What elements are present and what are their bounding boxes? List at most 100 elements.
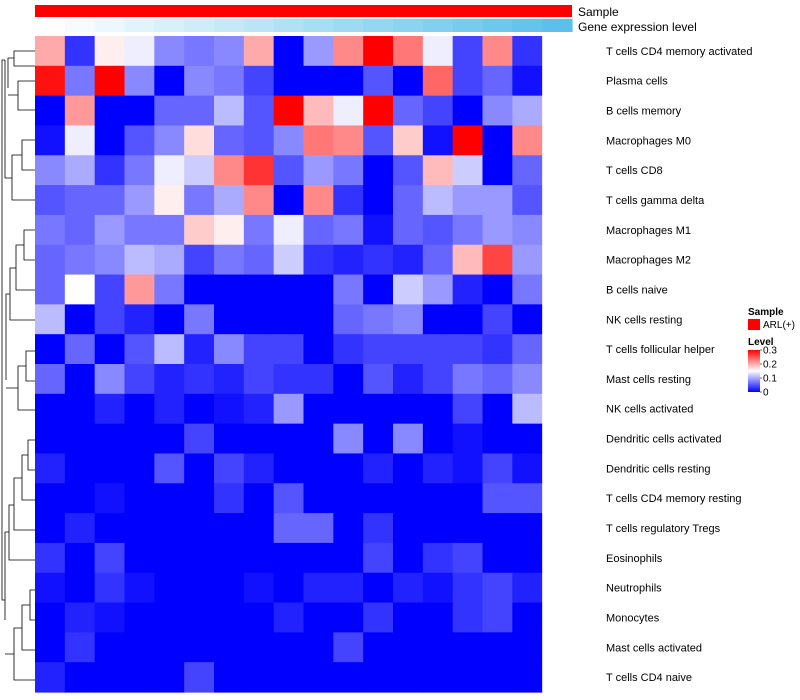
heatmap-cell	[124, 65, 155, 97]
heatmap-cell	[273, 513, 305, 544]
heatmap-cell	[124, 453, 155, 484]
heatmap-cell	[94, 483, 126, 514]
heatmap-cell	[94, 125, 126, 156]
heatmap-cell	[363, 542, 394, 574]
heatmap-cell	[64, 483, 96, 514]
heatmap-cell	[94, 185, 126, 216]
heatmap-cell	[35, 185, 66, 216]
heatmap-cell	[542, 244, 573, 276]
row-label: T cells follicular helper	[606, 344, 715, 356]
heatmap-cell	[243, 602, 275, 633]
heatmap-cell	[214, 423, 245, 455]
heatmap-cell	[482, 334, 513, 365]
heatmap-cell	[422, 423, 454, 455]
heatmap-cell	[184, 304, 215, 335]
heatmap-cell	[482, 244, 513, 276]
heatmap-cell	[124, 125, 155, 156]
heatmap-cell	[124, 214, 155, 246]
heatmap-cell	[482, 304, 513, 335]
heatmap-cell	[333, 453, 364, 484]
heatmap-cell	[35, 244, 66, 276]
heatmap-cell	[303, 453, 334, 484]
heatmap-cell	[542, 155, 573, 186]
heatmap-cell	[214, 393, 245, 425]
heatmap-cell	[154, 125, 185, 156]
heatmap-cell	[214, 453, 245, 484]
heatmap-cell	[422, 632, 454, 663]
gene-expression-annotation-cell	[542, 19, 573, 32]
heatmap-cell	[482, 483, 513, 514]
heatmap-cell	[273, 572, 305, 604]
heatmap-cell	[363, 364, 394, 395]
heatmap-cell	[303, 185, 334, 216]
heatmap-cell	[393, 214, 424, 246]
heatmap-cell	[214, 304, 245, 335]
heatmap-cell	[363, 632, 394, 663]
heatmap-cell	[214, 65, 245, 97]
heatmap-cell	[422, 334, 454, 365]
heatmap-cell	[542, 65, 573, 97]
heatmap-cell	[273, 304, 305, 335]
heatmap-cell	[363, 453, 394, 484]
heatmap-cell	[64, 602, 96, 633]
heatmap-cell	[452, 393, 484, 425]
heatmap-cell	[512, 304, 543, 335]
heatmap-cell	[154, 662, 185, 693]
heatmap-cell	[273, 185, 305, 216]
heatmap-cell	[124, 542, 155, 574]
heatmap-cell	[482, 602, 513, 633]
heatmap-cell	[64, 65, 96, 97]
heatmap-cell	[184, 542, 215, 574]
heatmap-cell	[422, 542, 454, 574]
heatmap-cell	[184, 602, 215, 633]
heatmap-cell	[243, 304, 275, 335]
heatmap-cell	[303, 572, 334, 604]
heatmap-cell	[35, 65, 66, 97]
heatmap-cell	[35, 453, 66, 484]
legend-level-tick-label: 0	[763, 388, 769, 399]
heatmap-cell	[333, 274, 364, 305]
heatmap-cell	[273, 393, 305, 425]
heatmap-cell	[64, 155, 96, 186]
heatmap-cell	[154, 364, 185, 395]
heatmap-cell	[154, 632, 185, 663]
gene-expression-annotation-cell	[422, 19, 454, 32]
heatmap-cell	[64, 244, 96, 276]
heatmap-cell	[64, 95, 96, 127]
heatmap-cell	[243, 244, 275, 276]
heatmap-cell	[124, 423, 155, 455]
heatmap-cell	[303, 602, 334, 633]
heatmap-cell	[273, 36, 305, 67]
heatmap-cell	[482, 662, 513, 693]
heatmap-cell	[273, 542, 305, 574]
heatmap-cell	[214, 542, 245, 574]
heatmap-cell	[184, 125, 215, 156]
legend: Sample ARL(+) Level 0.3 0.2 0.1 0	[748, 307, 795, 399]
heatmap-cell	[243, 274, 275, 305]
heatmap-cell	[363, 95, 394, 127]
heatmap-cell	[243, 65, 275, 97]
heatmap-cell	[512, 542, 543, 574]
gene-expression-annotation-cell	[393, 19, 424, 32]
heatmap-cell	[94, 364, 126, 395]
heatmap-cell	[243, 125, 275, 156]
heatmap-cell	[333, 662, 364, 693]
heatmap-cell	[243, 662, 275, 693]
heatmap-cell	[363, 244, 394, 276]
heatmap-cell	[512, 155, 543, 186]
heatmap-cell	[393, 244, 424, 276]
heatmap-cell	[303, 364, 334, 395]
heatmap-cell	[482, 155, 513, 186]
heatmap-cell	[393, 155, 424, 186]
heatmap-cell	[243, 393, 275, 425]
gene-expression-annotation-cell	[273, 19, 305, 32]
heatmap-cell	[184, 185, 215, 216]
heatmap-cell	[393, 513, 424, 544]
row-label: Mast cells activated	[606, 642, 702, 654]
heatmap-cell	[94, 334, 126, 365]
gene-expression-annotation-cell	[363, 19, 394, 32]
heatmap-cell	[303, 214, 334, 246]
heatmap-cell	[542, 542, 573, 574]
heatmap-cell	[214, 214, 245, 246]
